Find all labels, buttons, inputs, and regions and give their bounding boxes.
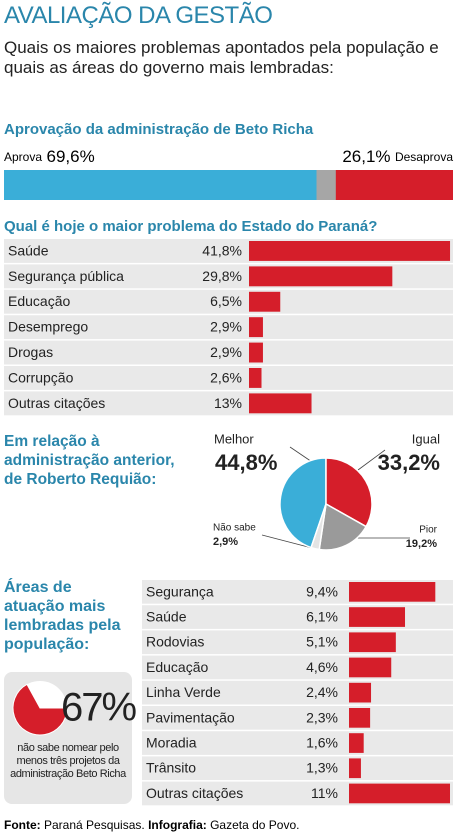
subtitle: Quais os maiores problemas apontados pel… xyxy=(4,38,439,77)
credit: Gazeta do Povo. xyxy=(210,818,299,832)
bar xyxy=(249,342,263,363)
value-label: 1,3% xyxy=(306,760,338,776)
category-label: Trânsito xyxy=(146,760,196,776)
chart-title: Aprovação da administração de Beto Richa xyxy=(4,121,314,138)
category-label: Desemprego xyxy=(8,319,88,335)
bar xyxy=(249,266,393,287)
legend-label: Aprova xyxy=(4,150,42,164)
legend-label: Desaprova xyxy=(395,150,453,164)
bar xyxy=(349,607,406,627)
row-background xyxy=(142,731,453,755)
row-background xyxy=(142,605,453,629)
category-label: Saúde xyxy=(8,242,49,258)
bar xyxy=(249,317,263,338)
value-label: 26,1% xyxy=(342,147,390,166)
category-label: Saúde xyxy=(146,609,187,625)
row-background xyxy=(142,680,453,705)
value-label: 5,1% xyxy=(306,634,338,650)
slice-label: Melhor xyxy=(214,431,254,446)
value-label: 6,5% xyxy=(210,293,242,309)
bar xyxy=(249,241,451,261)
row-background xyxy=(4,340,453,365)
bar xyxy=(249,368,262,388)
category-label: Outras citações xyxy=(8,395,105,411)
pie-slice xyxy=(279,457,327,549)
value-label: 69,6% xyxy=(46,147,94,166)
category-label: Segurança pública xyxy=(8,268,124,284)
pie-slice xyxy=(12,683,68,736)
pie-slice xyxy=(325,457,373,528)
value-label: 9,4% xyxy=(306,583,338,599)
bar xyxy=(335,170,453,200)
category-label: Pavimentação xyxy=(146,709,235,725)
row-background xyxy=(4,289,453,314)
title: AVALIAÇÃO DA GESTÃO xyxy=(4,2,273,29)
category-label: Outras citações xyxy=(146,785,243,801)
category-label: Linha Verde xyxy=(146,684,221,700)
bar xyxy=(349,733,364,753)
footer: Fonte: Paraná Pesquisas. Infografia: Gaz… xyxy=(4,818,299,832)
category-label: Drogas xyxy=(8,344,53,360)
row-background xyxy=(4,366,453,390)
category-label: Moradia xyxy=(146,735,197,751)
value-label: 67% xyxy=(61,686,136,730)
value-label: 19,2% xyxy=(406,538,437,550)
value-label: 2,4% xyxy=(306,684,338,700)
bar xyxy=(349,582,436,602)
bar xyxy=(349,783,450,804)
row-background xyxy=(142,756,453,781)
value-label: 44,8% xyxy=(215,450,277,475)
slice-label: Pior xyxy=(419,525,437,536)
source-label: Fonte: xyxy=(4,818,41,832)
row-background xyxy=(4,315,453,340)
category-label: Corrupção xyxy=(8,369,74,385)
credit-label: Infografia: xyxy=(148,818,207,832)
slice-label: Igual xyxy=(412,431,440,446)
category-label: Educação xyxy=(146,659,208,675)
row-background xyxy=(142,706,453,730)
value-label: 13% xyxy=(214,395,242,411)
chart-title: Em relação à administração anterior, de … xyxy=(4,433,175,488)
bar xyxy=(249,393,312,414)
value-label: 29,8% xyxy=(202,268,242,284)
source: Paraná Pesquisas. xyxy=(44,818,145,832)
value-label: 6,1% xyxy=(306,609,338,625)
pie-slice xyxy=(310,503,327,551)
bar xyxy=(349,657,392,678)
value-label: 11% xyxy=(311,785,338,801)
value-label: 1,6% xyxy=(306,735,338,751)
caption: não sabe nomear pelo menos três projetos… xyxy=(10,742,126,780)
leader-line xyxy=(357,449,386,471)
value-label: 2,9% xyxy=(213,536,238,548)
category-label: Educação xyxy=(8,293,70,309)
category-label: Rodovias xyxy=(146,634,204,650)
slice-label: Não sabe xyxy=(213,523,256,534)
value-label: 2,9% xyxy=(210,344,242,360)
bar xyxy=(349,758,361,779)
leader-line xyxy=(261,534,313,549)
bar xyxy=(249,291,281,312)
value-label: 4,6% xyxy=(306,659,338,675)
value-label: 33,2% xyxy=(378,450,440,475)
chart-title: Áreas de atuação mais lembradas pela pop… xyxy=(4,579,121,653)
bar xyxy=(349,708,371,728)
row-background xyxy=(4,391,453,416)
value-label: 2,9% xyxy=(210,319,242,335)
value-label: 2,3% xyxy=(306,709,338,725)
value-label: 2,6% xyxy=(210,369,242,385)
legend-group: 26,1% Desaprova xyxy=(342,147,453,166)
bar xyxy=(349,632,396,653)
legend-group: Aprova 69,6% xyxy=(4,147,95,166)
value-label: 41,8% xyxy=(202,242,242,258)
bar xyxy=(349,682,372,703)
pie-slice xyxy=(318,502,368,551)
bar xyxy=(4,170,317,200)
category-label: Segurança xyxy=(146,583,214,599)
chart-title: Qual é hoje o maior problema do Estado d… xyxy=(4,218,378,235)
